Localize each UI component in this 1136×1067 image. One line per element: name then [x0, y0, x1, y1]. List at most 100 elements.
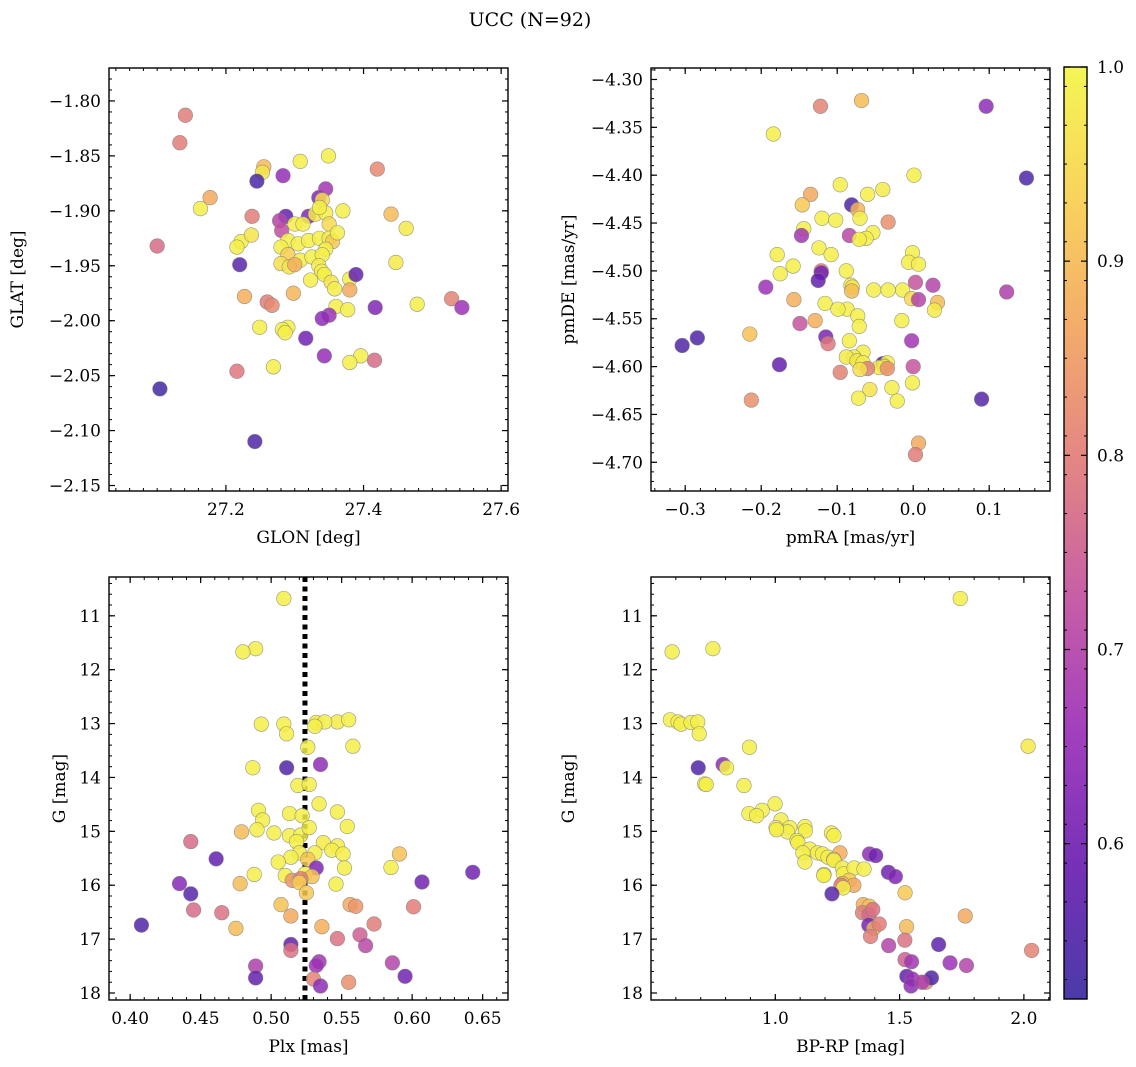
data-point	[866, 282, 882, 298]
data-point	[768, 822, 785, 838]
scatter-panel-4: 1.0 1.5 2.0 11 12 13 14 15 16 17 18 BP-RP [mag] G [m…	[559, 576, 1051, 1057]
data-point	[295, 216, 311, 232]
data-point	[270, 854, 286, 870]
y-tick-label: −4.40	[591, 166, 643, 186]
data-point	[820, 336, 836, 352]
colorbar-tick-label: 1.0	[1097, 58, 1124, 78]
data-point	[853, 92, 870, 109]
data-point	[367, 299, 383, 316]
data-point	[405, 899, 422, 915]
x-tick-label: 0.60	[393, 1009, 431, 1029]
data-point	[931, 936, 947, 953]
data-point	[797, 854, 813, 870]
data-point	[736, 777, 752, 794]
major-ticks	[109, 68, 508, 491]
data-point	[383, 859, 399, 876]
data-point	[465, 864, 481, 880]
data-point	[339, 818, 355, 835]
data-point	[233, 824, 250, 840]
plot-frame	[650, 576, 1051, 1001]
data-point	[903, 954, 920, 970]
data-point	[301, 819, 317, 836]
y-axis-label: G [mag]	[50, 754, 70, 823]
data-point	[674, 337, 690, 354]
data-point	[287, 257, 303, 273]
y-tick-label: −2.00	[49, 312, 101, 332]
data-point	[342, 354, 358, 371]
data-point	[856, 861, 872, 877]
data-point	[276, 590, 292, 607]
x-tick-label: 0.1	[976, 500, 1003, 520]
data-point	[926, 302, 943, 318]
data-point	[229, 363, 245, 379]
data-point	[252, 319, 268, 335]
data-point	[348, 898, 364, 914]
data-point	[889, 393, 905, 409]
data-point	[172, 135, 188, 151]
data-point	[767, 796, 783, 812]
data-point	[771, 357, 788, 373]
data-point	[391, 846, 408, 862]
data-point	[811, 240, 827, 256]
data-point	[183, 833, 199, 850]
y-tick-label: 12	[621, 661, 643, 681]
y-tick-label: 14	[621, 768, 643, 788]
y-tick-label: 13	[79, 715, 101, 735]
data-point	[320, 148, 337, 164]
data-point	[202, 190, 218, 206]
data-point	[236, 288, 253, 305]
data-point	[253, 716, 269, 732]
data-point	[832, 177, 848, 193]
data-point	[383, 206, 399, 222]
data-point	[248, 641, 264, 657]
data-point	[307, 718, 323, 734]
data-point	[248, 970, 264, 986]
data-point	[298, 885, 314, 901]
data-point	[859, 186, 876, 202]
y-tick-label: 14	[79, 768, 101, 788]
data-point	[816, 867, 832, 884]
colorbar-tick-label: 0.6	[1097, 835, 1124, 855]
data-point	[904, 333, 920, 349]
data-point	[838, 263, 854, 279]
data-point	[228, 920, 244, 936]
data-point	[398, 220, 414, 237]
data-point	[249, 822, 265, 838]
colorbar-tick-label: 0.9	[1097, 252, 1124, 272]
y-tick-label: −1.85	[49, 147, 101, 167]
data-point	[772, 266, 788, 282]
data-point	[388, 254, 404, 271]
data-point	[292, 153, 308, 169]
data-point	[409, 296, 425, 312]
y-tick-label: −4.30	[591, 70, 643, 90]
data-point	[275, 168, 291, 184]
data-point	[279, 726, 295, 742]
data-point	[793, 227, 810, 244]
major-ticks	[651, 68, 1050, 491]
data-point	[705, 641, 721, 657]
data-point	[810, 272, 826, 289]
y-tick-label: −2.10	[49, 422, 101, 442]
y-tick-label: 11	[621, 607, 643, 627]
data-point	[1020, 738, 1036, 754]
data-point	[718, 760, 735, 776]
x-tick-label: 27.2	[207, 500, 245, 520]
data-point	[865, 901, 881, 918]
data-point	[879, 360, 895, 377]
data-point	[358, 937, 374, 954]
major-ticks	[109, 577, 508, 1000]
y-tick-label: −2.15	[49, 477, 101, 497]
x-tick-label: −0.2	[741, 500, 782, 520]
data-point	[245, 760, 261, 776]
data-point	[942, 955, 958, 971]
data-point	[817, 295, 833, 312]
x-tick-label: −0.1	[817, 500, 858, 520]
data-point	[311, 199, 328, 216]
data-point	[266, 825, 282, 841]
data-point	[294, 808, 310, 824]
data-point	[832, 364, 848, 380]
data-point	[850, 390, 867, 406]
x-tick-label: 0.50	[252, 1009, 290, 1029]
y-tick-label: 16	[621, 876, 643, 896]
y-tick-label: −1.80	[49, 92, 101, 112]
